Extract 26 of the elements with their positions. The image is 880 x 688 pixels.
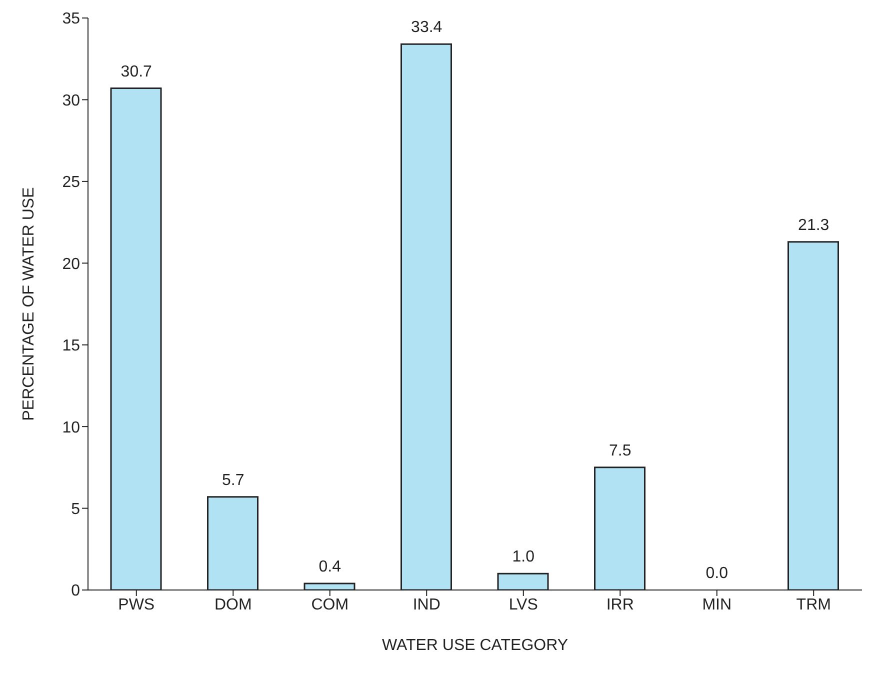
y-tick-label: 15 xyxy=(62,338,80,355)
y-axis-title: PERCENTAGE OF WATER USE xyxy=(20,187,38,421)
data-label: 30.7 xyxy=(120,63,152,80)
x-tick-label: IRR xyxy=(606,596,634,614)
x-tick-label: TRM xyxy=(796,596,831,614)
data-label: 0.4 xyxy=(318,558,342,576)
data-label: 1.0 xyxy=(512,548,535,566)
y-tick-label: 30 xyxy=(62,92,80,110)
x-tick-label: DOM xyxy=(214,596,252,614)
x-tick-label: IND xyxy=(412,596,440,614)
y-tick-label: 20 xyxy=(62,256,80,273)
data-label: 0.0 xyxy=(706,565,728,582)
x-axis-title: WATER USE CATEGORY xyxy=(382,637,568,654)
y-tick-label: 35 xyxy=(62,10,80,28)
x-tick-label: LVS xyxy=(508,596,538,614)
y-tick-label: 10 xyxy=(62,419,80,436)
data-label: 5.7 xyxy=(222,472,244,489)
x-tick-label: COM xyxy=(311,596,349,614)
data-label: 33.4 xyxy=(411,19,442,36)
y-tick-label: 25 xyxy=(62,174,80,192)
y-tick-label: 5 xyxy=(71,500,80,518)
y-tick-label: 0 xyxy=(71,582,80,600)
data-label: 21.3 xyxy=(798,216,830,234)
x-tick-label: PWS xyxy=(118,596,155,614)
x-tick-label: MIN xyxy=(702,596,732,614)
data-label: 7.5 xyxy=(609,442,632,460)
